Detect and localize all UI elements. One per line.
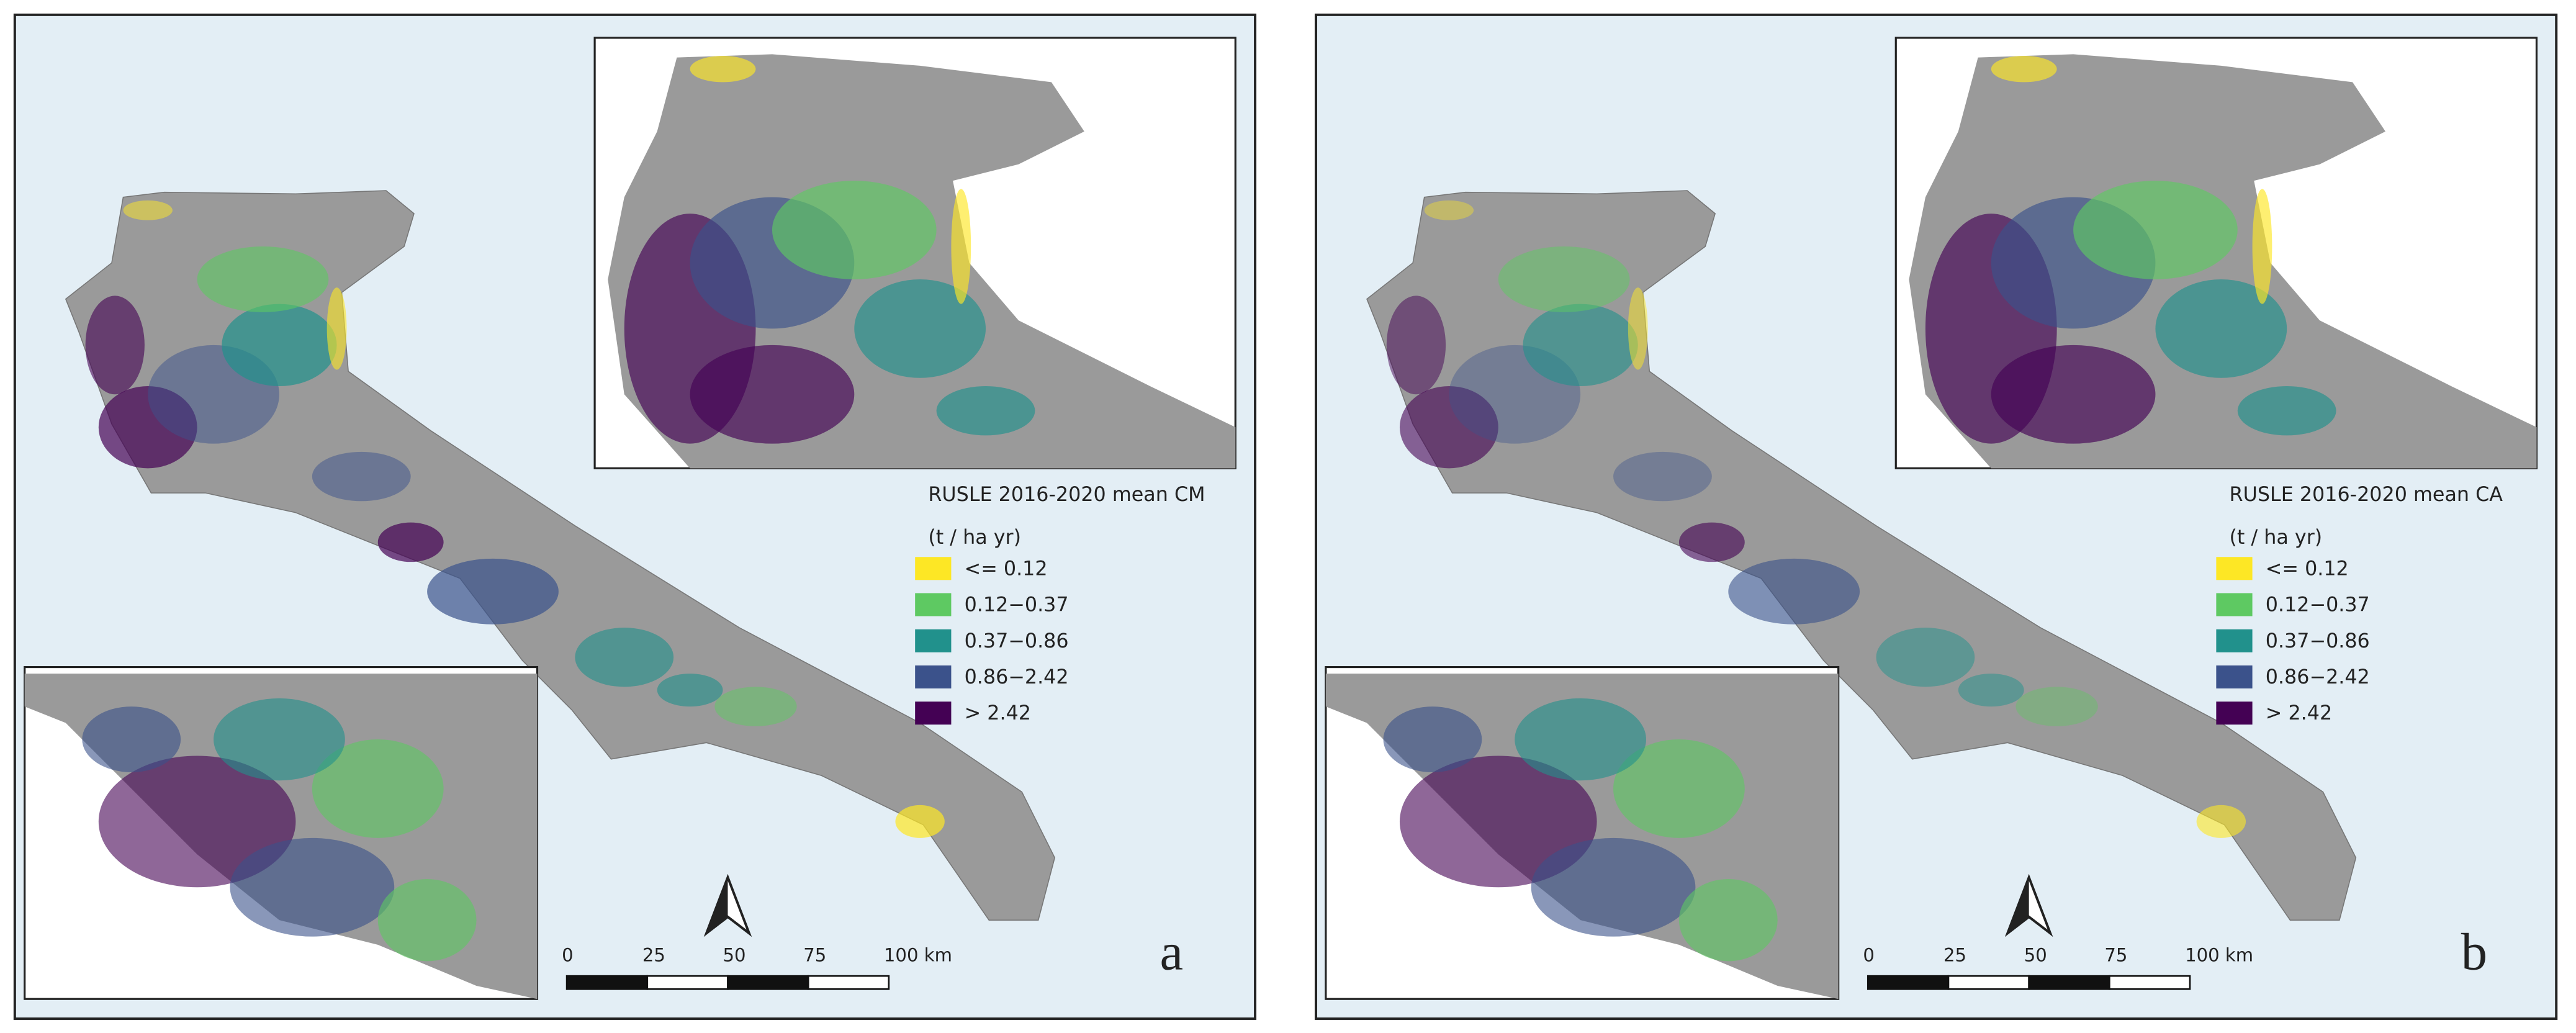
erosion-area	[222, 304, 337, 386]
inset-erosion-area	[98, 756, 296, 888]
inset-erosion-area	[951, 189, 971, 304]
erosion-area	[1424, 200, 1474, 220]
erosion-area	[1498, 246, 1630, 312]
scale-label: 50	[2024, 944, 2047, 965]
erosion-area	[2196, 805, 2246, 838]
panel-letter: a	[1160, 924, 1184, 981]
legend-label: 0.37−0.86	[2266, 630, 2370, 652]
erosion-area	[1386, 295, 1446, 395]
erosion-area	[1958, 674, 2024, 707]
inset-erosion-area	[772, 181, 937, 279]
inset-erosion-area	[2073, 181, 2238, 279]
scale-label: 100 km	[2185, 944, 2253, 965]
inset-erosion-area	[936, 386, 1035, 436]
scale-segment	[565, 975, 649, 990]
inset-erosion-area	[1515, 698, 1646, 781]
inset-erosion-area	[1399, 756, 1597, 888]
scale-segment	[727, 975, 809, 990]
scale-label: 0	[1863, 944, 1875, 965]
inset-erosion-area	[1531, 837, 1696, 937]
erosion-area	[575, 628, 674, 687]
scale-segment	[1867, 975, 1950, 990]
erosion-area	[657, 674, 723, 707]
erosion-area	[1613, 451, 1712, 502]
scale-segment	[646, 975, 729, 990]
legend-swatch	[915, 557, 952, 580]
erosion-area	[1523, 304, 1638, 386]
inset-erosion-area	[2155, 279, 2287, 378]
legend-swatch	[2216, 557, 2253, 580]
scale-label: 0	[562, 944, 574, 965]
scale-segment	[807, 975, 890, 990]
north-arrow-half	[2007, 877, 2029, 934]
inset-erosion-area	[312, 739, 444, 838]
erosion-area	[312, 451, 411, 502]
legend-swatch	[2216, 629, 2253, 652]
inset-erosion-area	[690, 345, 855, 444]
legend-label: > 2.42	[2266, 702, 2332, 724]
legend-unit: (t / ha yr)	[928, 526, 1021, 549]
erosion-area	[714, 687, 797, 726]
inset-erosion-area	[1678, 878, 1778, 962]
scale-label: 25	[1943, 944, 1966, 965]
legend-swatch	[915, 701, 952, 725]
legend-label: 0.12−0.37	[2266, 594, 2370, 616]
scale-label: 100 km	[884, 944, 952, 965]
inset-erosion-area	[1613, 739, 1745, 838]
erosion-area	[1678, 522, 1745, 562]
scale-segment	[1947, 975, 2030, 990]
scale-segment	[2109, 975, 2191, 990]
scale-label: 25	[642, 944, 665, 965]
inset-erosion-area	[854, 279, 986, 378]
map-panel: RUSLE 2016-2020 mean CM (t / ha yr) <= 0.1…	[13, 13, 1257, 1020]
legend-swatch	[2216, 701, 2253, 725]
inset-erosion-area	[690, 56, 756, 83]
legend-label: <= 0.12	[965, 557, 1048, 580]
erosion-area	[327, 287, 347, 370]
inset-erosion-area	[1991, 56, 2057, 83]
erosion-area	[895, 805, 945, 838]
scale-segment	[2028, 975, 2110, 990]
scale-label: 75	[2104, 944, 2127, 965]
scale-label: 75	[803, 944, 826, 965]
erosion-area	[85, 295, 145, 395]
legend-swatch	[2216, 593, 2253, 616]
map-panel: RUSLE 2016-2020 mean CA (t / ha yr) <= 0.1…	[1315, 13, 2558, 1020]
legend-label: 0.86−2.42	[2266, 666, 2370, 688]
legend-title: RUSLE 2016-2020 mean CA	[2230, 484, 2503, 506]
legend-label: > 2.42	[965, 702, 1031, 724]
erosion-area	[1628, 287, 1648, 370]
erosion-area	[197, 246, 329, 312]
legend-label: 0.37−0.86	[965, 630, 1069, 652]
erosion-area	[123, 200, 173, 220]
erosion-area	[1728, 558, 1860, 625]
legend-label: <= 0.12	[2266, 557, 2349, 580]
legend-title: RUSLE 2016-2020 mean CM	[928, 484, 1205, 506]
legend-swatch	[915, 629, 952, 652]
legend-label: 0.86−2.42	[965, 666, 1069, 688]
legend-unit: (t / ha yr)	[2230, 526, 2323, 549]
inset-erosion-area	[377, 878, 477, 962]
panel-letter: b	[2461, 924, 2487, 981]
legend-swatch	[915, 665, 952, 688]
legend-label: 0.12−0.37	[965, 594, 1069, 616]
scale-label: 50	[723, 944, 746, 965]
inset-erosion-area	[230, 837, 395, 937]
legend-swatch	[915, 593, 952, 616]
inset-erosion-area	[82, 706, 181, 772]
inset-erosion-area	[2252, 189, 2272, 304]
inset-erosion-area	[2237, 386, 2336, 436]
inset-erosion-area	[214, 698, 345, 781]
legend-swatch	[2216, 665, 2253, 688]
erosion-area	[2015, 687, 2098, 726]
erosion-area	[1399, 386, 1498, 469]
erosion-area	[377, 522, 444, 562]
erosion-area	[427, 558, 559, 625]
erosion-area	[1876, 628, 1975, 687]
inset-erosion-area	[1991, 345, 2156, 444]
inset-erosion-area	[1383, 706, 1482, 772]
